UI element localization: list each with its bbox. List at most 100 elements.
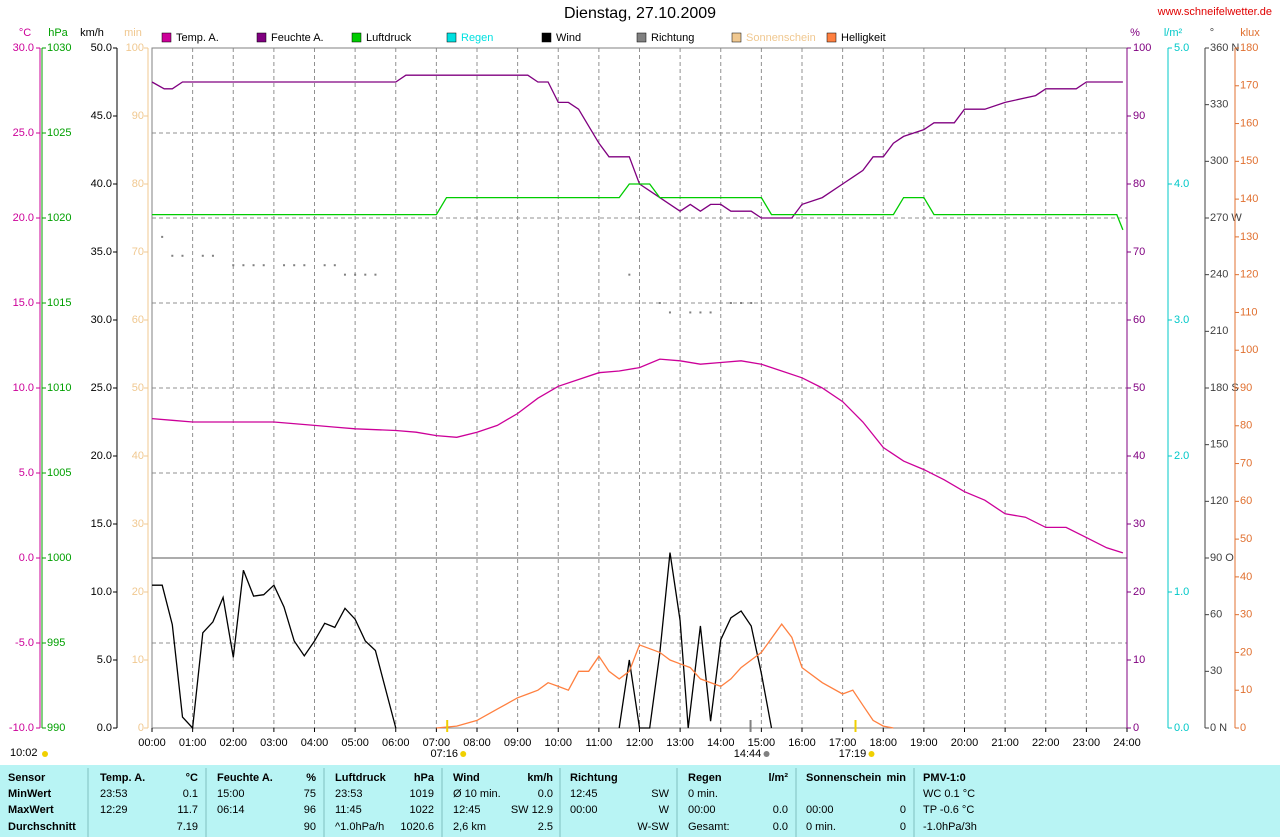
- direction-dot: [171, 254, 174, 257]
- table-cell: 06:14: [217, 804, 245, 816]
- y-tick-label: 70: [1133, 246, 1145, 258]
- axis-title: °: [1210, 27, 1214, 39]
- y-tick-label: 15.0: [91, 518, 112, 530]
- y-tick-label: 110: [1240, 306, 1258, 318]
- table-cell: Gesamt:: [688, 821, 730, 833]
- table-cell: 1022: [410, 804, 434, 816]
- table-cell: W-SW: [637, 821, 669, 833]
- table-cell: Sensor: [8, 772, 46, 784]
- y-tick-label: 25.0: [91, 382, 112, 394]
- chart-title: Dienstag, 27.10.2009: [564, 5, 716, 22]
- y-tick-label: 90 O: [1210, 552, 1234, 564]
- table-cell: 0: [900, 821, 906, 833]
- y-tick-label: 60: [132, 314, 144, 326]
- direction-dot: [211, 254, 214, 257]
- legend-label: Sonnenschein: [746, 32, 816, 44]
- y-tick-label: 1010: [47, 382, 71, 394]
- source: www.schneifelwetter.de: [1157, 6, 1272, 18]
- y-tick-label: 1015: [47, 297, 71, 309]
- x-tick-label: 06:00: [382, 737, 410, 749]
- x-tick-label: 23:00: [1073, 737, 1101, 749]
- x-tick-label: 19:00: [910, 737, 938, 749]
- table-cell: 2.5: [538, 821, 553, 833]
- y-tick-label: 120: [1210, 495, 1228, 507]
- axis-title: km/h: [80, 27, 104, 39]
- direction-dot: [354, 273, 357, 276]
- x-tick-label: 09:00: [504, 737, 532, 749]
- legend-label: Regen: [461, 32, 493, 44]
- y-tick-label: 180 S: [1210, 382, 1239, 394]
- y-tick-label: 20.0: [91, 450, 112, 462]
- x-tick-label: 17:00: [829, 737, 857, 749]
- direction-dot: [374, 273, 377, 276]
- y-tick-label: 40.0: [91, 178, 112, 190]
- table-cell: km/h: [527, 772, 553, 784]
- table-cell: °C: [186, 772, 198, 784]
- y-tick-label: -5.0: [15, 637, 34, 649]
- axis-title: min: [124, 27, 142, 39]
- series-line: [151, 358, 1124, 554]
- table-cell: 12:45: [570, 788, 598, 800]
- y-tick-label: 50: [132, 382, 144, 394]
- x-tick-label: 04:00: [301, 737, 329, 749]
- direction-dot: [323, 264, 326, 267]
- table-cell: 0.0: [773, 821, 788, 833]
- annotation-icon: [763, 751, 770, 757]
- direction-dot: [293, 264, 296, 267]
- x-tick-label: 16:00: [788, 737, 816, 749]
- series-line: [436, 623, 894, 729]
- legend-swatch: [256, 32, 267, 43]
- y-tick-label: 15.0: [13, 297, 34, 309]
- table-cell: Regen: [688, 772, 722, 784]
- table-cell: Ø 10 min.: [453, 788, 501, 800]
- y-tick-label: 20: [1240, 646, 1252, 658]
- y-tick-label: 240: [1210, 269, 1228, 281]
- table-cell: TP -0.6 °C: [923, 804, 974, 816]
- x-tick-label: 24:00: [1113, 737, 1141, 749]
- sun-icon: [42, 751, 48, 757]
- y-tick-label: 60: [1240, 495, 1252, 507]
- x-tick-label: 05:00: [341, 737, 369, 749]
- legend-swatch: [351, 32, 362, 43]
- table-cell: Durchschnitt: [8, 821, 76, 833]
- table-cell: 11:45: [335, 804, 362, 816]
- table-cell: 0 min.: [806, 821, 836, 833]
- table-cell: 0.0: [773, 804, 788, 816]
- table-cell: 90: [304, 821, 316, 833]
- y-tick-label: 170: [1240, 80, 1258, 92]
- table-cell: 1020.6: [400, 821, 434, 833]
- table-cell: SW 12.9: [511, 804, 553, 816]
- direction-dot: [709, 311, 712, 314]
- direction-dot: [729, 302, 732, 304]
- direction-dot: [232, 264, 235, 267]
- annotation-label: 17:19: [839, 748, 867, 760]
- y-tick-label: 50: [1133, 382, 1145, 394]
- series-line: [151, 74, 1123, 219]
- x-tick-label: 20:00: [951, 737, 979, 749]
- table-cell: 12:45: [453, 804, 481, 816]
- table-cell: 23:53: [335, 788, 363, 800]
- table-cell: l/m²: [768, 772, 788, 784]
- y-tick-label: 100: [1133, 42, 1151, 54]
- table-cell: 12:29: [100, 804, 128, 816]
- x-tick-label: 10:00: [544, 737, 572, 749]
- y-tick-label: 20: [132, 586, 144, 598]
- table-cell: MinWert: [8, 788, 52, 800]
- direction-dot: [242, 264, 245, 267]
- y-tick-label: 40: [1240, 571, 1252, 583]
- table-cell: Sonnenschein: [806, 772, 881, 784]
- annotation-icon: [868, 751, 875, 757]
- y-tick-label: 270 W: [1210, 212, 1242, 224]
- table-cell: 2,6 km: [453, 821, 486, 833]
- table-cell: 0: [900, 804, 906, 816]
- table-cell: Luftdruck: [335, 772, 387, 784]
- table-cell: 11.7: [177, 804, 198, 816]
- y-tick-label: 5.0: [97, 654, 112, 666]
- y-tick-label: 100: [1240, 344, 1258, 356]
- y-tick-label: 90: [1240, 382, 1252, 394]
- x-tick-label: 08:00: [463, 737, 491, 749]
- direction-dot: [181, 254, 184, 257]
- table-cell: 1019: [410, 788, 434, 800]
- table-cell: Temp. A.: [100, 772, 145, 784]
- annotation-icon: [460, 751, 467, 757]
